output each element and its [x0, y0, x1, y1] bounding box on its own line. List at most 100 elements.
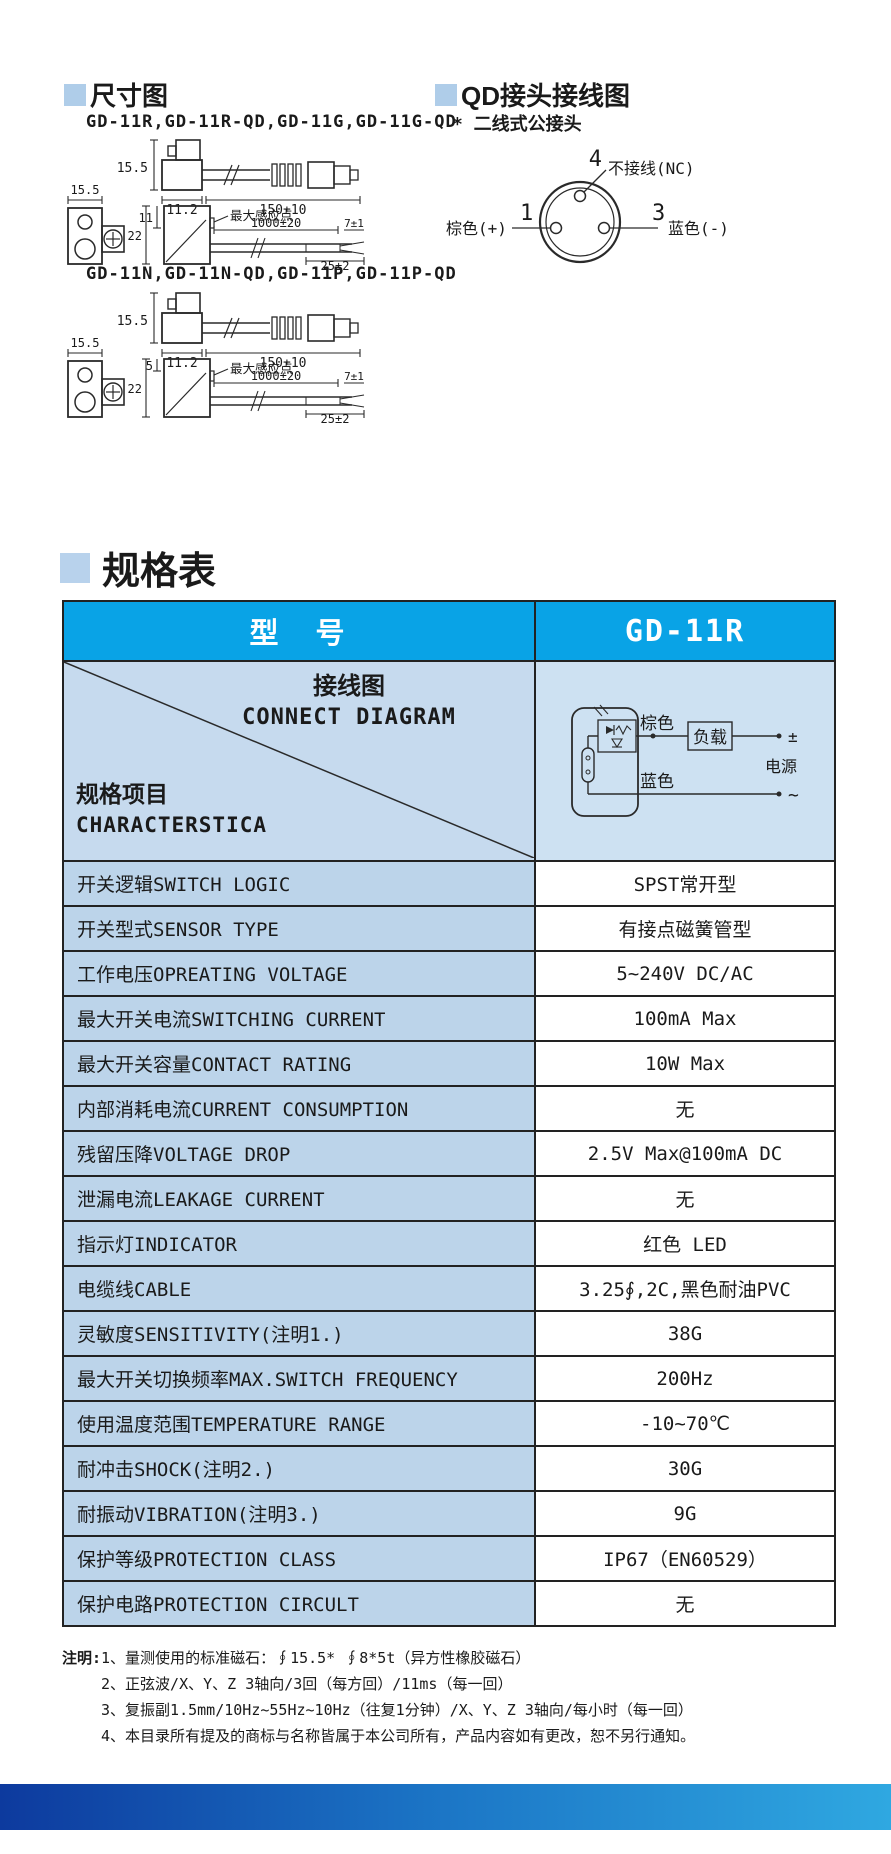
spec-value: IP67（EN60529） — [536, 1537, 834, 1580]
spec-label: 开关逻辑SWITCH LOGIC — [64, 862, 536, 905]
spec-value: SPST常开型 — [536, 862, 834, 905]
qd-subtitle: * 二线式公接头 — [452, 114, 582, 135]
diagram-row-right-cell: 负载 棕色 蓝色 ± ~ 电源 — [536, 662, 834, 860]
header-model-value: GD-11R — [624, 613, 746, 649]
table-row: 最大开关电流SWITCHING CURRENT 100mA Max — [62, 997, 836, 1042]
dim-strip-len: 25±2 — [321, 412, 350, 423]
spec-label: 指示灯INDICATOR — [64, 1222, 536, 1265]
table-row: 耐振动VIBRATION(注明3.) 9G — [62, 1492, 836, 1537]
dim-qd-cable: 150±10 — [260, 356, 307, 371]
table-row: 开关型式SENSOR TYPE 有接点磁簧管型 — [62, 907, 836, 952]
pin-1-label: 棕色(+) — [446, 219, 507, 238]
spec-label: 工作电压OPREATING VOLTAGE — [64, 952, 536, 995]
table-row: 内部消耗电流CURRENT CONSUMPTION 无 — [62, 1087, 836, 1132]
spec-label: 泄漏电流LEAKAGE CURRENT — [64, 1177, 536, 1220]
dim-side-height: 15.5 — [117, 161, 148, 176]
header-model-label: 型 号 — [64, 602, 536, 660]
table-row: 指示灯INDICATOR 红色 LED — [62, 1222, 836, 1267]
table-row: 灵敏度SENSITIVITY(注明1.) 38G — [62, 1312, 836, 1357]
dimension-drawing-1: 15.5 11.2 150±10 15.5 最大感应点 11 22 1000±2… — [67, 139, 365, 270]
dim-sense-label: 最大感应点 — [230, 361, 293, 376]
ac-symbol: ~ — [788, 785, 799, 806]
table-row: 最大开关容量CONTACT RATING 10W Max — [62, 1042, 836, 1087]
spec-table: 型 号 GD-11R 接线图 CONNECT DIAGRAM 规格项目 CHAR… — [62, 600, 836, 1627]
dim-lead-len: 7±1 — [344, 370, 364, 383]
spec-label: 灵敏度SENSITIVITY(注明1.) — [64, 1312, 536, 1355]
brown-wire-label: 棕色 — [640, 714, 674, 734]
table-row: 泄漏电流LEAKAGE CURRENT 无 — [62, 1177, 836, 1222]
note-line: 1、量测使用的标准磁石：∮15.5* ∮8*5t（异方性橡胶磁石） — [101, 1649, 531, 1667]
spec-value: 无 — [536, 1582, 834, 1625]
note-line: 4、本目录所有提及的商标与名称皆属于本公司所有，产品内容如有更改，恕不另行通知。 — [101, 1727, 696, 1745]
spec-value: 200Hz — [536, 1357, 834, 1400]
spec-label: 残留压降VOLTAGE DROP — [64, 1132, 536, 1175]
charactestica-label-cn: 规格项目 — [76, 782, 168, 808]
spec-value: 无 — [536, 1087, 834, 1130]
dim-bracket-width: 15.5 — [71, 183, 100, 197]
dim-sense-pos: 5 — [146, 359, 153, 373]
title-square-icon — [64, 83, 86, 106]
diagram-row-left-cell: 接线图 CONNECT DIAGRAM 规格项目 CHARACTERSTICA — [64, 662, 536, 860]
spec-label: 使用温度范围TEMPERATURE RANGE — [64, 1402, 536, 1445]
note-line: 3、复振副1.5mm/10Hz~55Hz~10Hz（往复1分钟）/X、Y、Z 3… — [101, 1701, 693, 1719]
diagonal-divider — [64, 662, 534, 858]
table-row: 电缆线CABLE 3.25∮,2C,黑色耐油PVC — [62, 1267, 836, 1312]
power-label: 电源 — [765, 757, 797, 776]
spec-value: 9G — [536, 1492, 834, 1535]
spec-label: 保护等级PROTECTION CLASS — [64, 1537, 536, 1580]
load-label: 负载 — [693, 728, 727, 748]
dimension-title-text: 尺寸图 — [90, 81, 169, 111]
dim-cable-len: 1000±20 — [251, 216, 302, 230]
table-row: 开关逻辑SWITCH LOGIC SPST常开型 — [62, 862, 836, 907]
spec-label: 保护电路PROTECTION CIRCULT — [64, 1582, 536, 1625]
dimension-drawing-2: 15.5 11.2 150±10 15.5 最大感应点 5 22 1000±20… — [67, 292, 365, 423]
model-list-1: GD-11R,GD-11R-QD,GD-11G,GD-11G-QD — [86, 112, 457, 132]
spec-label: 内部消耗电流CURRENT CONSUMPTION — [64, 1087, 536, 1130]
spec-label: 最大开关电流SWITCHING CURRENT — [64, 997, 536, 1040]
spec-value: 红色 LED — [536, 1222, 834, 1265]
pin-4-label: 不接线(NC) — [608, 159, 695, 178]
spec-label: 最大开关切换频率MAX.SWITCH FREQUENCY — [64, 1357, 536, 1400]
spec-label: 最大开关容量CONTACT RATING — [64, 1042, 536, 1085]
connect-diagram-label-en: CONNECT DIAGRAM — [242, 705, 456, 730]
spec-value: 38G — [536, 1312, 834, 1355]
dim-body-height: 22 — [128, 382, 142, 396]
qd-section-title: QD接头接线图 — [435, 76, 630, 113]
spec-value: 100mA Max — [536, 997, 834, 1040]
dim-body-height: 22 — [128, 229, 142, 243]
spec-value: 无 — [536, 1177, 834, 1220]
connect-diagram-row: 接线图 CONNECT DIAGRAM 规格项目 CHARACTERSTICA — [62, 662, 836, 862]
note-line: 2、正弦波/X、Y、Z 3轴向/3回（每方回）/11ms（每一回） — [101, 1675, 513, 1693]
spec-label: 开关型式SENSOR TYPE — [64, 907, 536, 950]
dim-lead-len: 7±1 — [344, 217, 364, 230]
spec-label: 电缆线CABLE — [64, 1267, 536, 1310]
qd-connector-diagram: 4 不接线(NC) 棕色(+) 1 3 蓝色(-) — [446, 147, 729, 264]
dim-qd-cable: 150±10 — [260, 203, 307, 218]
footer-bar — [0, 1784, 891, 1830]
connect-diagram-label-cn: 接线图 — [313, 672, 385, 700]
spec-value: 5~240V DC/AC — [536, 952, 834, 995]
title-square-icon — [60, 552, 90, 583]
table-row: 最大开关切换频率MAX.SWITCH FREQUENCY 200Hz — [62, 1357, 836, 1402]
table-row: 使用温度范围TEMPERATURE RANGE -10~70℃ — [62, 1402, 836, 1447]
table-header-row: 型 号 GD-11R — [62, 600, 836, 662]
blue-wire-label: 蓝色 — [640, 772, 674, 792]
dim-bracket-width: 15.5 — [71, 336, 100, 350]
notes-lead: 注明: — [62, 1649, 102, 1667]
wiring-diagram: 负载 棕色 蓝色 ± ~ 电源 — [571, 704, 799, 817]
spec-label: 耐冲击SHOCK(注明2.) — [64, 1447, 536, 1490]
dim-sense-label: 最大感应点 — [230, 208, 293, 223]
table-row: 保护电路PROTECTION CIRCULT 无 — [62, 1582, 836, 1627]
dim-strip-len: 25±2 — [321, 259, 350, 270]
spec-value: 10W Max — [536, 1042, 834, 1085]
spec-value: 有接点磁簧管型 — [536, 907, 834, 950]
dc-symbol: ± — [788, 727, 798, 746]
table-row: 耐冲击SHOCK(注明2.) 30G — [62, 1447, 836, 1492]
spec-value: 30G — [536, 1447, 834, 1490]
table-row: 工作电压OPREATING VOLTAGE 5~240V DC/AC — [62, 952, 836, 997]
dim-cable-len: 1000±20 — [251, 369, 302, 383]
qd-title-text: QD接头接线图 — [461, 81, 631, 111]
pin-3-number: 3 — [652, 201, 665, 226]
title-square-icon — [435, 83, 457, 106]
pin-1-number: 1 — [520, 201, 533, 226]
